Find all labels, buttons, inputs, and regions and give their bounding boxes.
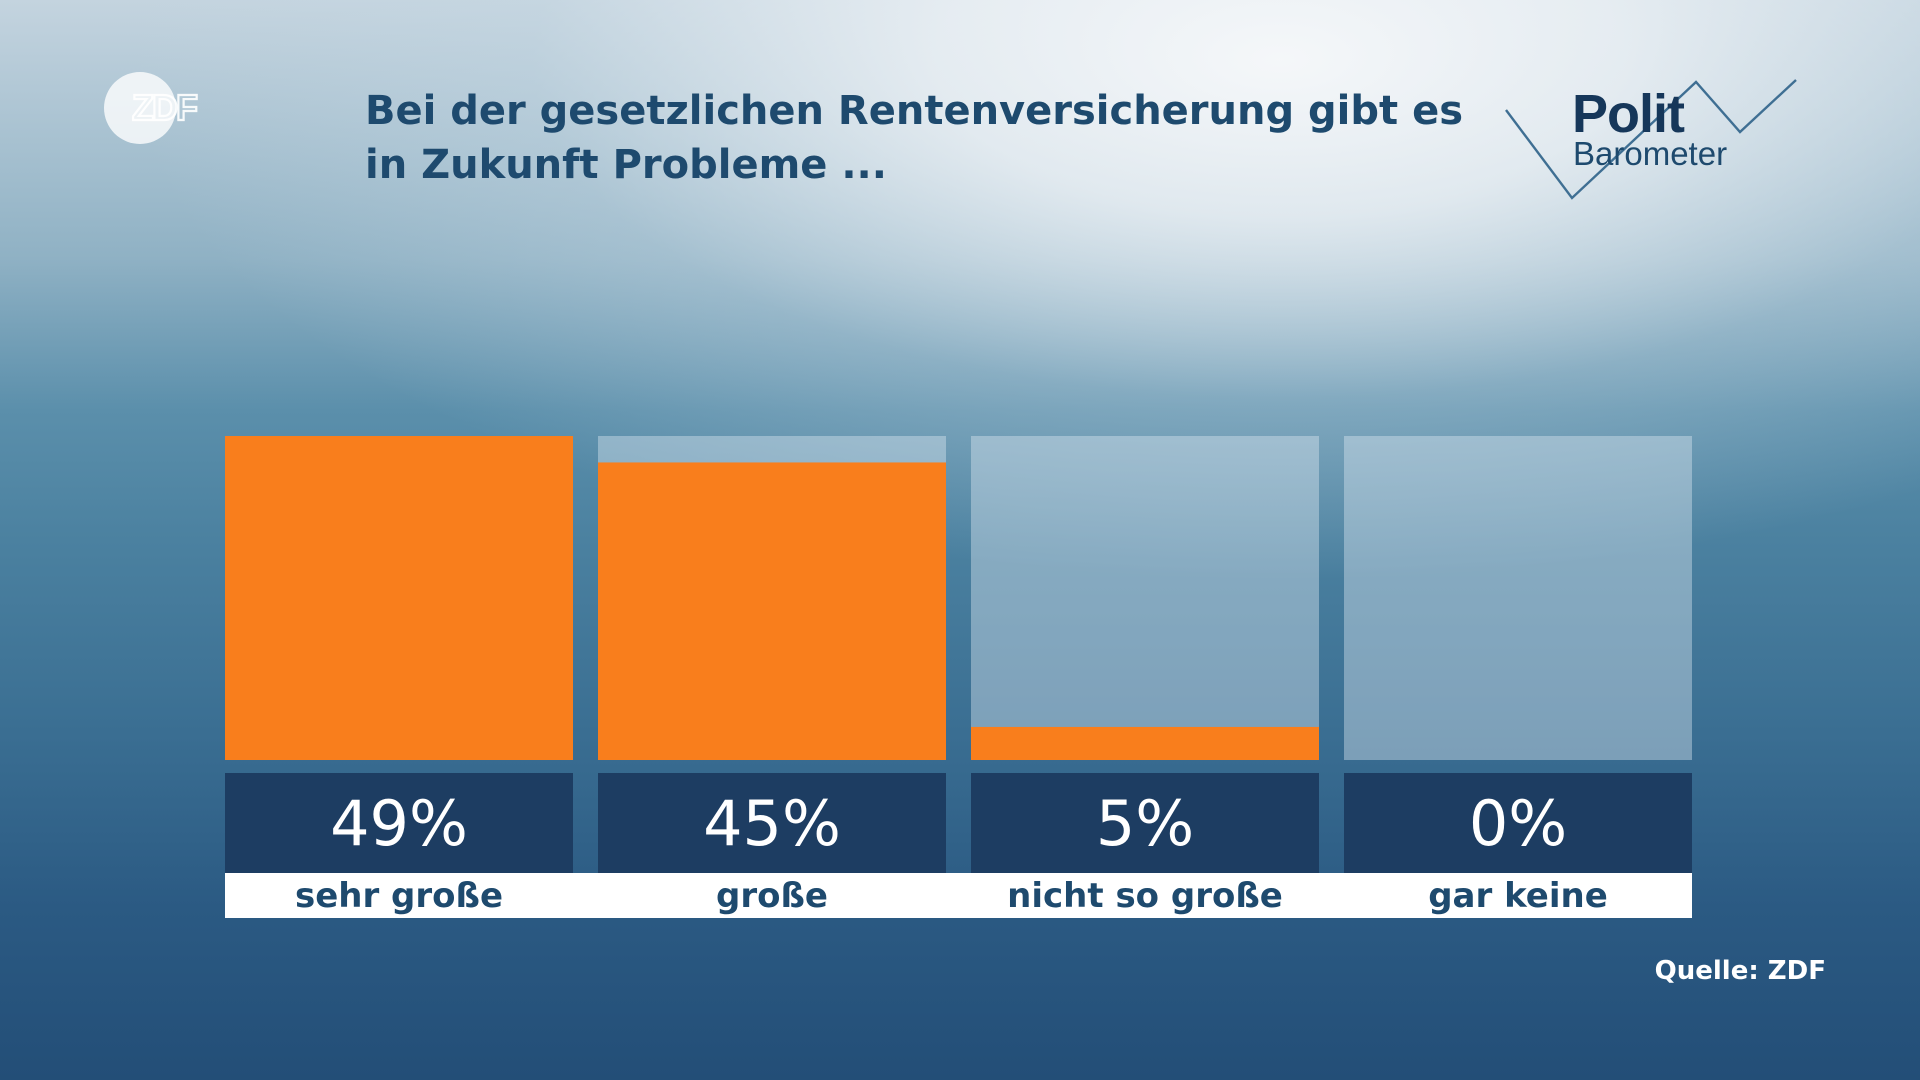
data-label: 5%: [1096, 787, 1194, 860]
value-label-box: [1344, 773, 1692, 873]
category-label: nicht so große: [1007, 876, 1283, 916]
politbarometer-logo-bottom: Barometer: [1573, 135, 1728, 172]
chart-title: Bei der gesetzlichen Rentenversicherung …: [365, 84, 1485, 192]
chart-title-line-2: in Zukunft Probleme ...: [365, 142, 887, 188]
zdf-logo: ZDF: [104, 72, 200, 144]
politbarometer-logo-top: Polit: [1572, 84, 1685, 144]
zdf-logo-text: ZDF: [132, 87, 197, 128]
politbarometer-logo: Polit Barometer: [1500, 76, 1800, 206]
bar: [225, 436, 573, 760]
zigzag-line-icon: [1505, 79, 1797, 200]
value-label-box: [598, 773, 946, 873]
category-label-strip: [225, 873, 1692, 918]
chart-title-line-1: Bei der gesetzlichen Rentenversicherung …: [365, 88, 1464, 134]
value-label-box: [225, 773, 573, 873]
data-label: 0%: [1469, 787, 1567, 860]
source-note: Quelle: ZDF: [1654, 956, 1826, 986]
category-label: große: [716, 876, 828, 916]
data-label: 49%: [330, 787, 468, 860]
bar: [598, 462, 946, 760]
category-label: sehr große: [295, 876, 503, 916]
bar: [971, 726, 1319, 760]
value-label-box: [971, 773, 1319, 873]
data-label: 45%: [703, 787, 841, 860]
bar-track: [971, 436, 1319, 760]
category-label: gar keine: [1428, 876, 1608, 916]
bar-track: [1344, 436, 1692, 760]
